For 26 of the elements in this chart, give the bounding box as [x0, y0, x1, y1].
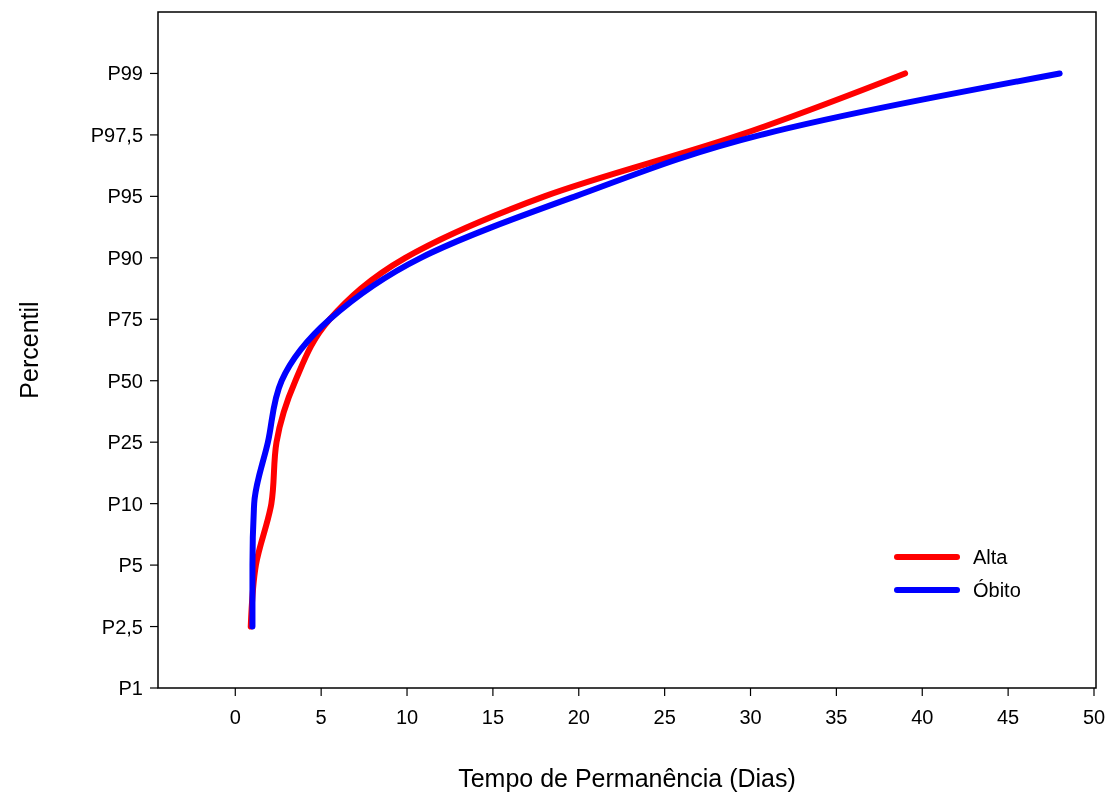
- x-axis-title: Tempo de Permanência (Dias): [458, 764, 796, 792]
- y-tick-label: P75: [107, 308, 143, 331]
- x-tick-label: 15: [481, 706, 505, 728]
- y-tick-label: P90: [107, 246, 143, 269]
- y-tick-label: P95: [107, 185, 143, 208]
- x-tick-label: 5: [315, 706, 327, 728]
- x-tick-label: 25: [653, 706, 676, 728]
- y-tick-label: P5: [118, 554, 143, 577]
- x-tick-label: 20: [567, 706, 590, 728]
- x-tick-label: 30: [739, 706, 762, 728]
- legend-label: Alta: [973, 546, 1009, 568]
- x-tick-label: 45: [997, 706, 1020, 728]
- x-tick-label: 0: [229, 706, 241, 728]
- y-axis-title: Percentil: [15, 301, 43, 399]
- y-tick-label: P99: [107, 62, 143, 85]
- y-tick-label: P50: [107, 369, 143, 392]
- x-tick-label: 40: [911, 706, 934, 728]
- legend-label: Óbito: [973, 579, 1021, 601]
- x-tick-label: 10: [395, 706, 419, 728]
- x-tick-label: 50: [1082, 706, 1106, 728]
- y-tick-label: P1: [118, 677, 143, 699]
- y-tick-label: P97,5: [90, 123, 143, 146]
- y-tick-label: P2,5: [101, 615, 143, 638]
- y-tick-label: P10: [107, 492, 143, 515]
- y-tick-label: P25: [107, 431, 143, 454]
- x-tick-label: 35: [825, 706, 848, 728]
